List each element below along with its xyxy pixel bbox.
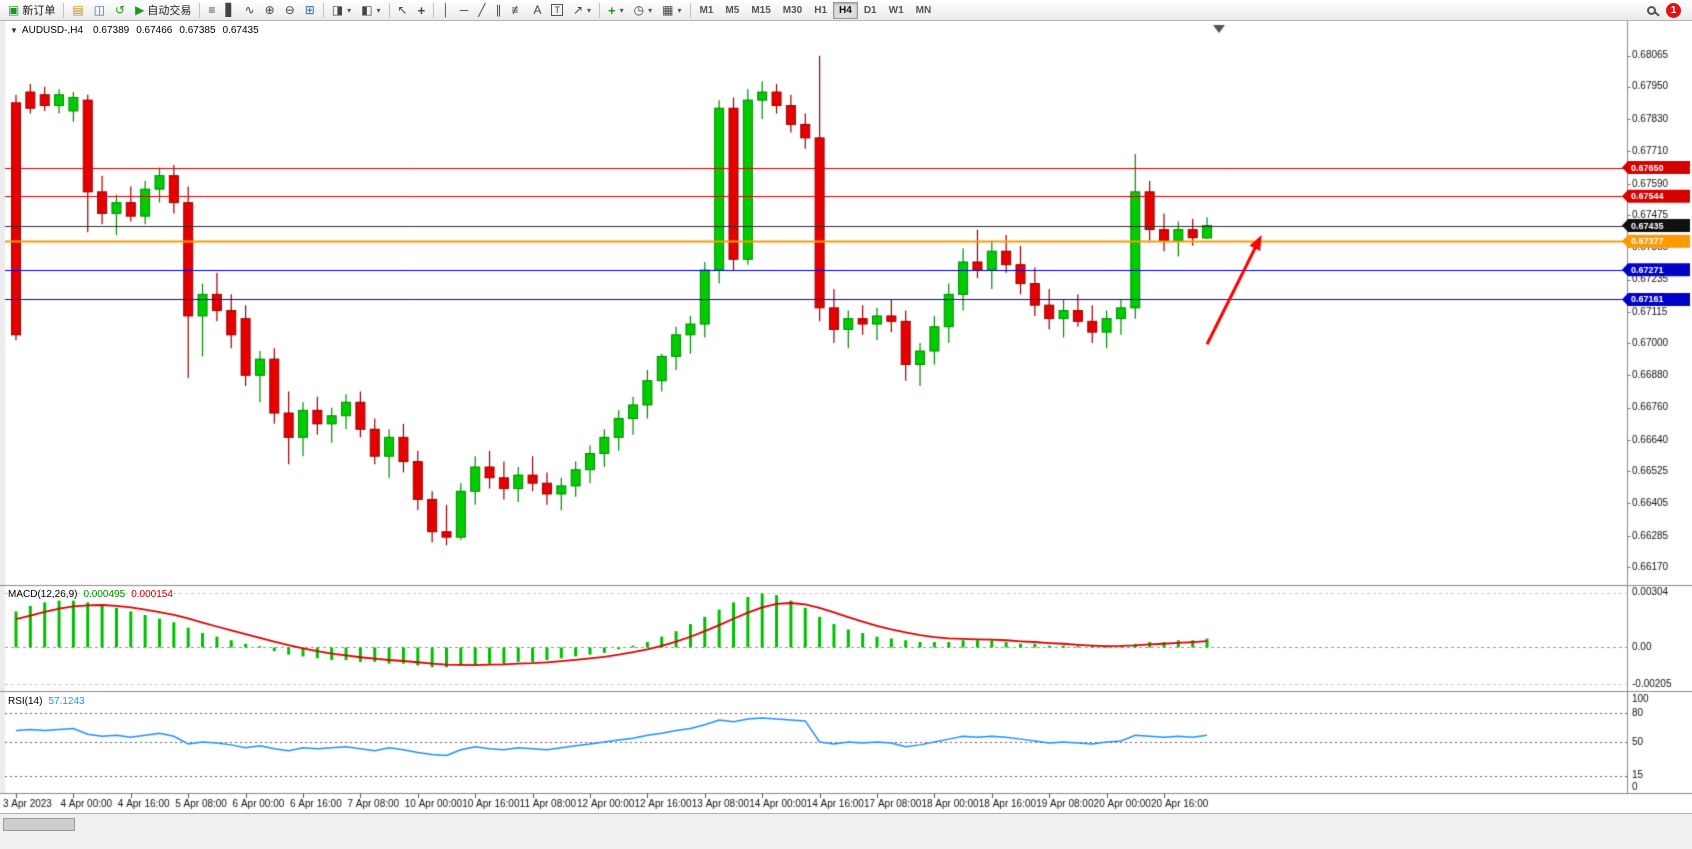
- notification-badge[interactable]: 1: [1666, 2, 1681, 18]
- chart-window-icon: ▤: [72, 3, 84, 17]
- macd-main-value: 0.000495: [83, 589, 126, 600]
- macd-signal-value: 0.000154: [131, 589, 173, 600]
- tab-timeframe-w1[interactable]: W1: [883, 2, 910, 19]
- dropdown-caret-icon: ▾: [619, 5, 624, 15]
- fibonacci-icon: ≢: [511, 3, 524, 17]
- autotrading-play-icon: ▶: [135, 3, 145, 17]
- periods-clock-icon: ◷: [633, 3, 645, 17]
- chart-window-button[interactable]: ▤: [67, 1, 88, 19]
- templates-icon: ▦: [662, 3, 674, 17]
- market-watch-icon: ◫: [93, 3, 106, 17]
- autotrading-button[interactable]: ▶ 自动交易: [130, 1, 196, 19]
- market-watch-button[interactable]: ◫: [89, 1, 110, 19]
- autotrading-label: 自动交易: [147, 5, 192, 17]
- toolbar-separator: [689, 2, 691, 18]
- indicators-button[interactable]: + ▾: [603, 1, 629, 19]
- toolbar: ▣ 新订单 ▤ ◫ ↺ ▶ 自动交易 ≡ ▋ ∿ ⊕ ⊖ ⊞ ◨ ▾ ◧ ▾ ↖ +…: [0, 0, 1692, 21]
- trendline-icon: ╱: [478, 3, 486, 17]
- new-order-button[interactable]: ▣ 新订单: [3, 1, 60, 19]
- dropdown-caret-icon: ▾: [677, 5, 682, 15]
- trendline-button[interactable]: ╱: [473, 1, 490, 19]
- dropdown-caret-icon: ▾: [347, 5, 352, 15]
- low-value: 0.67385: [179, 25, 216, 36]
- toolbar-separator: [199, 2, 201, 18]
- rsi-indicator-label: RSI(14) 57.1243: [8, 696, 85, 707]
- candlestick-icon: ▋: [225, 3, 235, 17]
- high-value: 0.67466: [136, 25, 173, 36]
- zoom-in-icon: ⊕: [264, 3, 275, 17]
- rsi-name: RSI(14): [8, 696, 43, 707]
- search-icon[interactable]: [1647, 5, 1656, 15]
- macd-indicator-label: MACD(12,26,9) 0.000495 0.000154: [8, 589, 173, 600]
- candlestick-chart-button[interactable]: ▋: [220, 1, 239, 19]
- vertical-line-button[interactable]: │: [437, 1, 455, 19]
- text-button[interactable]: A: [528, 1, 546, 19]
- macd-name: MACD(12,26,9): [8, 589, 78, 600]
- channel-icon: ∥: [495, 3, 502, 17]
- profiles-button[interactable]: ◧ ▾: [356, 1, 385, 19]
- cursor-icon: ↖: [397, 3, 408, 17]
- refresh-button[interactable]: ↺: [110, 1, 130, 19]
- new-chart-button[interactable]: ◨ ▾: [327, 1, 356, 19]
- tab-timeframe-m15[interactable]: M15: [745, 2, 776, 19]
- toolbar-separator: [599, 2, 601, 18]
- vertical-line-icon: │: [442, 3, 450, 17]
- crosshair-icon: +: [417, 2, 426, 18]
- rsi-value: 57.1243: [48, 696, 85, 707]
- scrollbar-thumb[interactable]: [3, 818, 75, 831]
- tab-timeframe-m1[interactable]: M1: [694, 2, 720, 19]
- chevron-down-icon: ▼: [10, 26, 18, 35]
- text-label-button[interactable]: T: [546, 1, 568, 19]
- toolbar-separator: [388, 2, 390, 18]
- toolbar-separator: [433, 2, 435, 18]
- dropdown-caret-icon: ▾: [376, 5, 381, 15]
- symbol-label: AUDUSD-,H4: [21, 25, 84, 36]
- refresh-icon: ↺: [115, 3, 126, 17]
- toolbar-separator: [322, 2, 324, 18]
- close-value: 0.67435: [222, 25, 259, 36]
- tab-timeframe-h1[interactable]: H1: [808, 2, 833, 19]
- horizontal-scrollbar[interactable]: [0, 813, 1692, 849]
- text-label-icon: T: [551, 4, 563, 16]
- cursor-button[interactable]: ↖: [393, 1, 413, 19]
- arrows-tool-button[interactable]: ↗ ▾: [568, 1, 596, 19]
- toolbar-right: 1: [1647, 2, 1689, 18]
- dropdown-caret-icon: ▾: [648, 5, 653, 15]
- new-order-icon: ▣: [8, 3, 20, 17]
- open-value: 0.67389: [93, 25, 130, 36]
- indicators-add-icon: +: [608, 2, 616, 18]
- toolbar-separator: [63, 2, 65, 18]
- tile-windows-button[interactable]: ⊞: [300, 1, 320, 19]
- profiles-icon: ◧: [361, 3, 373, 17]
- text-icon: A: [533, 3, 542, 17]
- bar-chart-button[interactable]: ≡: [203, 1, 220, 19]
- chart-ohlc-header: ▼ AUDUSD-,H4 0.67389 0.67466 0.67385 0.67435: [10, 25, 266, 36]
- tab-timeframe-m5[interactable]: M5: [719, 2, 745, 19]
- horizontal-line-button[interactable]: ─: [455, 1, 474, 19]
- zoom-out-button[interactable]: ⊖: [280, 1, 300, 19]
- tab-timeframe-mn[interactable]: MN: [910, 2, 938, 19]
- tab-timeframe-h4[interactable]: H4: [833, 1, 858, 19]
- line-chart-button[interactable]: ∿: [240, 1, 260, 19]
- fibonacci-button[interactable]: ≢: [506, 1, 528, 19]
- templates-button[interactable]: ▦ ▾: [657, 1, 686, 19]
- crosshair-button[interactable]: +: [413, 1, 431, 19]
- tile-windows-icon: ⊞: [304, 3, 315, 17]
- channel-button[interactable]: ∥: [490, 1, 506, 19]
- tab-timeframe-d1[interactable]: D1: [858, 2, 883, 19]
- zoom-in-button[interactable]: ⊕: [260, 1, 280, 19]
- line-chart-icon: ∿: [244, 3, 255, 17]
- new-chart-icon: ◨: [331, 3, 344, 17]
- zoom-out-icon: ⊖: [284, 3, 295, 17]
- tab-timeframe-m30[interactable]: M30: [777, 2, 808, 19]
- dropdown-caret-icon: ▾: [587, 5, 592, 15]
- horizontal-line-icon: ─: [459, 3, 469, 17]
- bar-chart-icon: ≡: [208, 3, 216, 17]
- new-order-label: 新订单: [22, 5, 56, 17]
- arrows-tool-icon: ↗: [572, 3, 584, 17]
- periods-button[interactable]: ◷ ▾: [629, 1, 658, 19]
